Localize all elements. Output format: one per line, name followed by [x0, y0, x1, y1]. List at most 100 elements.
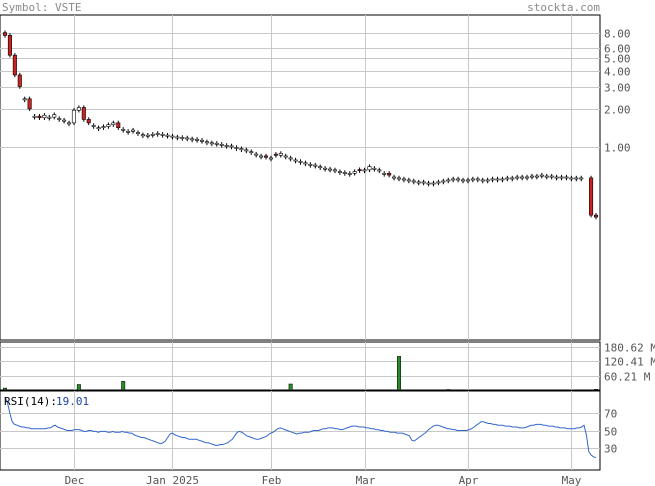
candle-body [303, 162, 308, 165]
price-tick-label: 4.00 [604, 66, 631, 79]
rsi-tick-label: 50 [604, 426, 617, 439]
candle-body [155, 133, 160, 135]
candle-body [7, 35, 12, 56]
candle-body [446, 179, 451, 182]
candle-body [352, 171, 357, 174]
rsi-value: 19.01 [56, 395, 89, 408]
volume-bar [594, 389, 598, 391]
rsi-label: RSI(14): [4, 395, 57, 408]
panel-frame-1 [0, 341, 601, 391]
x-tick-label: Apr [459, 474, 479, 486]
x-tick-label: May [562, 474, 582, 486]
rsi-line [4, 396, 597, 459]
volume-bar [76, 384, 81, 391]
volume-tick-label: 60.21 M [604, 371, 651, 384]
candle-body [377, 169, 382, 172]
candle-body [406, 179, 411, 182]
candle-body [160, 133, 165, 136]
candle-body [219, 144, 224, 146]
candle-body [32, 115, 37, 118]
candle-body [185, 137, 190, 140]
candle-body [2, 32, 8, 36]
candle-body [47, 116, 52, 119]
candle-body [337, 171, 342, 173]
price-tick-label: 3.00 [604, 82, 631, 95]
candle-body [126, 130, 131, 133]
candle-body [204, 141, 209, 144]
candle-body [328, 168, 333, 171]
candle-body [579, 177, 584, 180]
candle-body [52, 114, 57, 118]
candle-body [170, 135, 175, 138]
panel-frame-0 [0, 14, 601, 341]
panel-frame-2 [0, 390, 601, 471]
candle-body [254, 153, 259, 156]
candle-body [465, 179, 470, 182]
candle-body [96, 127, 101, 130]
x-tick-label: Mar [356, 474, 376, 486]
candle-body [249, 151, 254, 153]
candle-body [308, 164, 313, 166]
candle-body [485, 179, 490, 182]
candle-body [91, 125, 96, 127]
candle-body [416, 181, 421, 184]
volume-bar [288, 383, 293, 391]
candle-body [27, 98, 32, 110]
candle-body [480, 179, 485, 182]
candle-body [520, 176, 525, 179]
candle-body [505, 177, 510, 180]
candle-body [593, 214, 599, 218]
candle-body [214, 142, 219, 145]
x-tick-label: Dec [65, 474, 85, 486]
rsi-tick-label: 70 [604, 408, 617, 421]
candle-body [150, 133, 155, 136]
candle-body [421, 181, 426, 184]
candle-body [264, 155, 269, 158]
candle-body [544, 175, 549, 178]
candle-body [106, 124, 111, 127]
candle-body [190, 138, 195, 141]
candle-body [22, 98, 27, 101]
price-tick-label: 2.00 [604, 104, 631, 117]
x-tick-label: Feb [262, 474, 282, 486]
candle-body [67, 122, 72, 125]
candle-body [313, 164, 318, 167]
volume-bar [3, 387, 7, 391]
candle-body [81, 107, 86, 120]
x-tick-label: Jan 2025 [146, 474, 199, 486]
candle-body [539, 174, 544, 177]
candle-body [475, 178, 480, 181]
candle-body [332, 169, 337, 172]
candle-body [451, 178, 456, 181]
candle-body [401, 178, 406, 181]
candle-body [17, 74, 22, 87]
candle-body [140, 134, 145, 137]
candle-body [12, 54, 17, 76]
candle-body [382, 173, 387, 175]
candle-body [229, 145, 234, 148]
candle-body [461, 179, 466, 182]
candle-body [589, 177, 594, 216]
candle-body [293, 159, 298, 162]
candle-body [515, 176, 520, 179]
candle-body [135, 132, 140, 134]
candle-body [347, 173, 352, 175]
candle-body [396, 177, 402, 180]
candle-body [549, 175, 554, 178]
candle-body [195, 138, 200, 141]
candle-body [239, 148, 244, 151]
candle-body [372, 167, 377, 170]
candle-body [411, 180, 416, 183]
candle-body [490, 178, 495, 181]
volume-bar [397, 356, 401, 391]
candle-body [131, 129, 136, 132]
candle-body [76, 107, 81, 111]
candle-body [470, 178, 475, 181]
candle-body [559, 176, 564, 179]
candle-body [441, 180, 446, 183]
candle-body [62, 119, 67, 122]
candle-body [298, 161, 303, 163]
candle-body [323, 167, 328, 170]
